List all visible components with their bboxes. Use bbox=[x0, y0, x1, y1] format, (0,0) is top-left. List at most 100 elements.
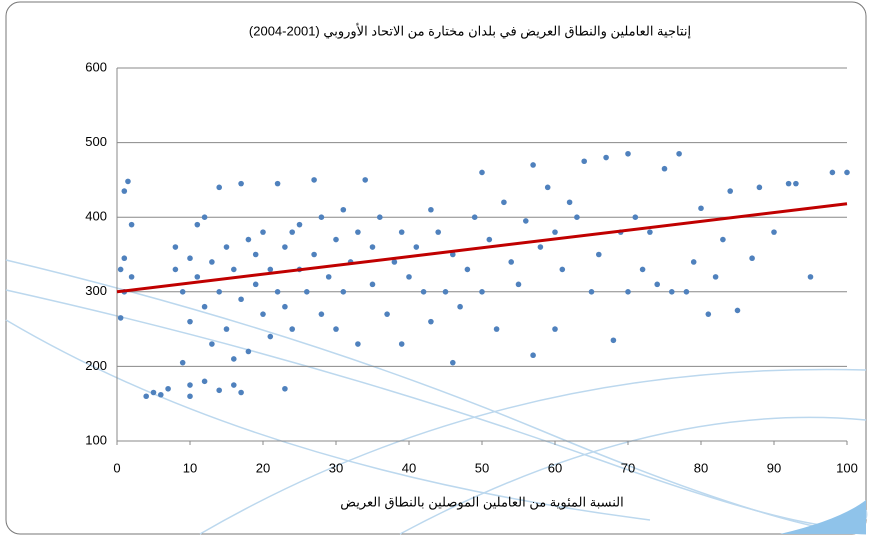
x-tick-label: 50 bbox=[475, 460, 489, 475]
scatter-point bbox=[180, 360, 186, 366]
scatter-point bbox=[530, 162, 536, 168]
scatter-point bbox=[640, 267, 646, 273]
scatter-point bbox=[501, 199, 507, 205]
scatter-point bbox=[625, 289, 631, 295]
scatter-point bbox=[122, 188, 128, 194]
scatter-point bbox=[268, 334, 274, 340]
y-tick-label: 400 bbox=[85, 209, 107, 224]
scatter-point bbox=[370, 282, 376, 288]
scatter-point bbox=[691, 259, 697, 265]
scatter-point bbox=[238, 181, 244, 187]
scatter-point bbox=[355, 341, 361, 347]
y-tick-label: 300 bbox=[85, 283, 107, 298]
scatter-point bbox=[421, 289, 427, 295]
scatter-point bbox=[282, 244, 288, 250]
scatter-point bbox=[202, 214, 208, 220]
scatter-point bbox=[282, 304, 288, 310]
x-tick-label: 60 bbox=[548, 460, 562, 475]
scatter-point bbox=[450, 360, 456, 366]
scatter-point bbox=[465, 267, 471, 273]
scatter-point bbox=[384, 311, 390, 317]
scatter-point bbox=[567, 199, 573, 205]
scatter-point bbox=[246, 349, 252, 355]
scatter-point bbox=[143, 393, 149, 399]
scatter-point bbox=[129, 274, 135, 280]
scatter-point bbox=[560, 267, 566, 273]
scatter-point bbox=[275, 289, 281, 295]
scatter-point bbox=[216, 289, 222, 295]
scatter-point bbox=[443, 289, 449, 295]
scatter-point bbox=[399, 229, 405, 235]
scatter-point bbox=[260, 229, 266, 235]
x-axis-label: النسبة المئوية من العاملين الموصلين بالن… bbox=[340, 494, 623, 510]
scatter-point bbox=[253, 282, 259, 288]
scatter-point bbox=[209, 341, 215, 347]
scatter-point bbox=[669, 289, 675, 295]
scatter-point bbox=[457, 304, 463, 310]
scatter-point bbox=[713, 274, 719, 280]
scatter-point bbox=[552, 326, 558, 332]
scatter-point bbox=[516, 282, 522, 288]
scatter-point bbox=[216, 387, 222, 393]
scatter-point bbox=[625, 151, 631, 157]
scatter-point bbox=[275, 181, 281, 187]
x-tick-label: 70 bbox=[621, 460, 635, 475]
scatter-point bbox=[202, 379, 208, 385]
scatter-point bbox=[574, 214, 580, 220]
x-tick-label: 100 bbox=[836, 460, 858, 475]
scatter-point bbox=[195, 274, 201, 280]
scatter-point bbox=[122, 255, 128, 261]
scatter-point bbox=[757, 185, 763, 191]
scatter-point bbox=[494, 326, 500, 332]
scatter-point bbox=[209, 259, 215, 265]
scatter-point bbox=[844, 170, 850, 176]
scatter-point bbox=[603, 155, 609, 161]
scatter-point bbox=[311, 252, 317, 258]
scatter-point bbox=[684, 289, 690, 295]
scatter-point bbox=[268, 267, 274, 273]
scatter-point bbox=[202, 304, 208, 310]
scatter-point bbox=[187, 255, 193, 261]
scatter-point bbox=[399, 341, 405, 347]
scatter-point bbox=[195, 222, 201, 228]
scatter-point bbox=[479, 170, 485, 176]
scatter-point bbox=[581, 158, 587, 164]
scatter-point bbox=[472, 214, 478, 220]
scatter-point bbox=[611, 337, 617, 343]
scatter-point bbox=[158, 392, 164, 398]
scatter-point bbox=[319, 311, 325, 317]
scatter-point bbox=[727, 188, 733, 194]
scatter-point bbox=[231, 382, 237, 388]
scatter-point bbox=[479, 289, 485, 295]
x-tick-label: 40 bbox=[402, 460, 416, 475]
scatter-point bbox=[289, 326, 295, 332]
scatter-point bbox=[538, 244, 544, 250]
scatter-point bbox=[706, 311, 712, 317]
scatter-point bbox=[187, 319, 193, 325]
scatter-point bbox=[749, 255, 755, 261]
scatter-point bbox=[187, 393, 193, 399]
scatter-point bbox=[355, 229, 361, 235]
x-tick-label: 20 bbox=[256, 460, 270, 475]
y-tick-label: 100 bbox=[85, 432, 107, 447]
scatter-point bbox=[260, 311, 266, 317]
x-tick-label: 80 bbox=[694, 460, 708, 475]
scatter-point bbox=[187, 382, 193, 388]
scatter-point bbox=[224, 244, 230, 250]
scatter-point bbox=[333, 237, 339, 243]
scatter-point bbox=[428, 207, 434, 213]
scatter-point bbox=[125, 179, 131, 185]
scatter-point bbox=[333, 326, 339, 332]
chart: إنتاجية العاملين والنطاق العريض في بلدان… bbox=[0, 0, 870, 538]
scatter-point bbox=[414, 244, 420, 250]
scatter-point bbox=[808, 274, 814, 280]
scatter-point bbox=[676, 151, 682, 157]
scatter-point bbox=[224, 326, 230, 332]
scatter-point bbox=[428, 319, 434, 325]
chart-frame bbox=[6, 2, 866, 534]
scatter-point bbox=[341, 289, 347, 295]
scatter-point bbox=[654, 282, 660, 288]
scatter-point bbox=[589, 289, 595, 295]
scatter-point bbox=[545, 185, 551, 191]
scatter-point bbox=[118, 315, 124, 321]
